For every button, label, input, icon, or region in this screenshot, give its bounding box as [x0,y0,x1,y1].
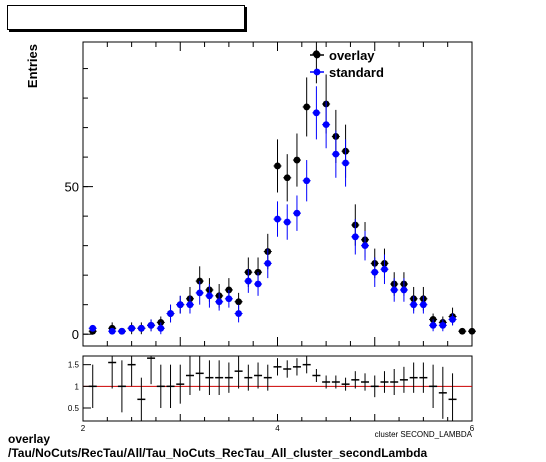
legend-marker-1 [313,68,321,76]
data-point [439,321,447,329]
data-point [400,286,408,294]
series-ratio [88,356,457,421]
data-point [429,321,437,329]
data-point [351,233,359,241]
data-point [303,177,311,185]
data-point [283,174,291,182]
data-point [225,295,233,303]
footer-line-2: /Tau/NoCuts/RecTau/All/Tau_NoCuts_RecTau… [8,446,428,460]
data-point [332,150,340,158]
data-point [137,324,145,332]
data-point [313,109,320,117]
legend-label-0: overlay [329,48,375,63]
footer-line-1: overlay [8,432,51,446]
data-point [390,286,398,294]
data-point [196,289,204,297]
data-point [381,265,388,273]
data-point [264,259,272,267]
data-point [468,327,476,335]
data-point [235,310,243,317]
data-point [186,301,194,309]
data-point [322,121,330,129]
data-point [293,209,301,217]
data-point [235,298,243,306]
ratio-y-tick-label: 0.5 [68,404,80,413]
data-point [157,324,165,332]
series-overlay [88,42,476,335]
chart-title [7,5,245,30]
data-point [283,218,291,226]
series-standard [88,86,457,335]
data-point [176,301,184,309]
data-point [89,324,97,332]
ratio-y-tick-label: 1.5 [68,361,80,370]
data-point [244,277,252,285]
data-point [274,162,281,170]
legend-label-1: standard [329,65,384,80]
data-point [449,316,456,323]
data-point [254,280,262,288]
ratio-x-tick-label: 6 [470,424,475,433]
x-axis-label: cluster SECOND_LAMBDA [375,430,473,439]
data-point [361,242,369,250]
ratio-y-tick-label: 1 [75,382,80,391]
ratio-x-tick-label: 4 [275,424,280,433]
data-point [303,103,311,111]
data-point [167,310,174,317]
data-point [274,215,281,223]
data-point [419,301,427,309]
data-point [118,327,126,335]
data-point [293,156,301,164]
ratio-x-tick-label: 2 [81,424,86,433]
data-point [371,268,379,276]
data-point [458,327,466,335]
data-point [342,159,349,167]
y-tick-label: 50 [65,180,79,195]
data-point [108,327,116,335]
data-point [206,292,213,300]
legend-marker-0 [313,51,321,59]
data-point [410,301,418,309]
data-point [147,321,155,329]
data-point [215,298,223,306]
y-tick-label: 0 [72,327,79,342]
data-point [128,324,136,332]
y-axis-label: Entries [25,44,40,88]
